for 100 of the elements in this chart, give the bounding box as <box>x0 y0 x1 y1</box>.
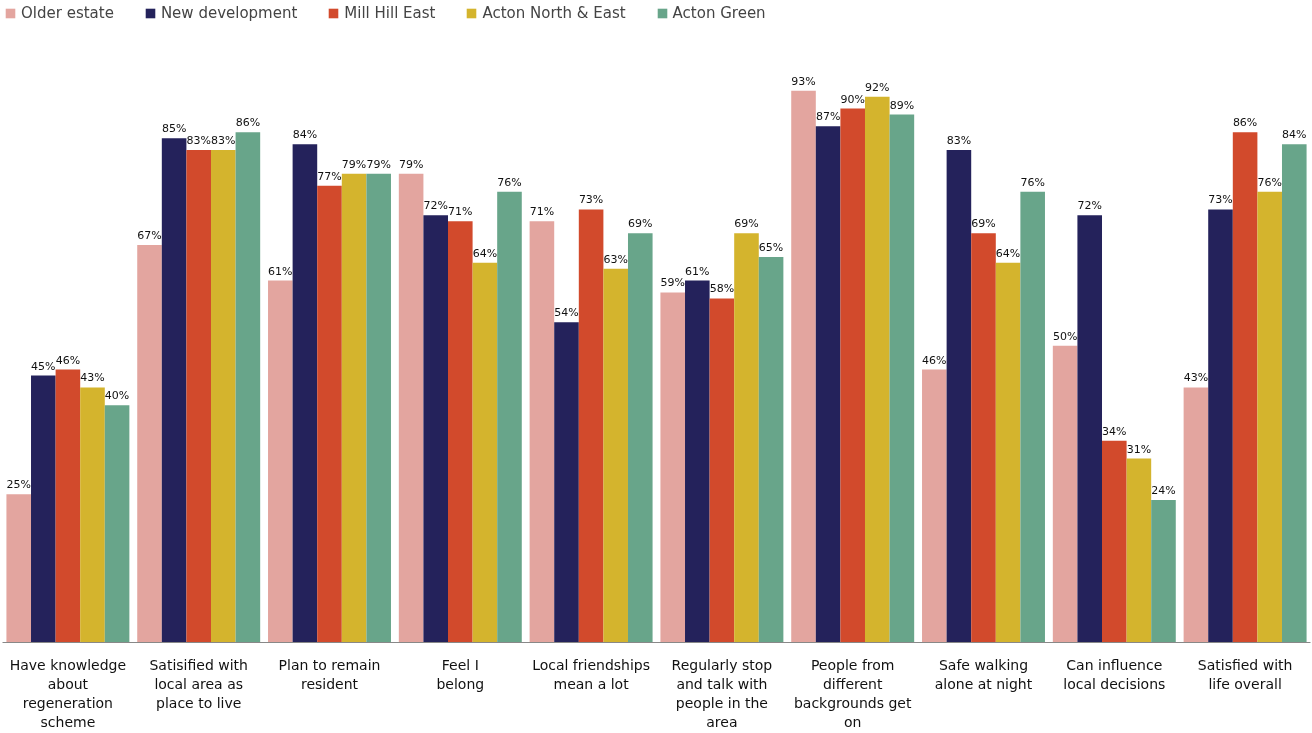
data-label: 58% <box>709 282 735 296</box>
data-label: 89% <box>889 98 915 112</box>
data-label: 65% <box>758 240 784 254</box>
bar <box>55 369 81 643</box>
bar <box>840 108 865 643</box>
x-tick-label: Feel I belong <box>436 656 485 692</box>
bar <box>995 262 1021 643</box>
data-label: 84% <box>292 128 318 142</box>
data-label: 87% <box>815 110 841 124</box>
data-label: 86% <box>235 116 261 130</box>
data-label: 72% <box>423 199 448 213</box>
bar <box>317 185 342 643</box>
data-label: 45% <box>31 359 56 373</box>
data-label: 54% <box>554 306 579 320</box>
bar <box>554 322 579 643</box>
data-label: 79% <box>398 157 424 171</box>
legend-label: Acton North & East <box>482 4 626 22</box>
data-label: 84% <box>1282 128 1307 142</box>
data-label: 83% <box>211 134 236 148</box>
data-label: 31% <box>1126 442 1152 456</box>
bar <box>292 144 318 643</box>
bar <box>235 132 261 643</box>
x-tick-label: Plan to remain resident <box>278 656 381 692</box>
bar <box>137 245 162 643</box>
bar <box>709 298 735 643</box>
data-label: 77% <box>317 169 342 183</box>
x-tick-label: Have knowledge about regeneration scheme <box>9 656 127 731</box>
data-label: 72% <box>1077 199 1102 213</box>
data-label: 61% <box>268 264 293 278</box>
data-label: 50% <box>1052 329 1078 343</box>
bar <box>865 96 890 643</box>
data-label: 76% <box>1257 175 1282 189</box>
data-label: 93% <box>791 74 816 88</box>
data-label: 69% <box>734 217 759 231</box>
legend-label: New development <box>160 4 298 22</box>
bar <box>472 262 498 643</box>
data-label: 71% <box>448 205 473 219</box>
bar <box>1281 144 1307 643</box>
bar <box>791 90 816 643</box>
bar <box>398 173 424 643</box>
bar <box>1020 191 1045 643</box>
data-label: 63% <box>603 252 628 266</box>
bar <box>6 494 32 643</box>
bar <box>1052 345 1078 643</box>
data-label: 46% <box>55 353 81 367</box>
legend-label: Acton Green <box>672 4 766 22</box>
data-label: 79% <box>341 157 367 171</box>
data-label: 73% <box>1208 193 1233 207</box>
data-label: 73% <box>578 193 604 207</box>
data-label: 43% <box>80 371 105 385</box>
data-label: 64% <box>995 246 1021 260</box>
bar <box>578 209 604 643</box>
bar <box>660 292 686 643</box>
bar <box>80 387 105 643</box>
data-label: 64% <box>472 246 498 260</box>
bar <box>1208 209 1233 643</box>
data-label: 25% <box>6 478 31 492</box>
data-label: 24% <box>1151 484 1176 498</box>
bar <box>1102 440 1127 643</box>
bar <box>341 173 367 643</box>
data-label: 71% <box>529 205 555 219</box>
data-label: 46% <box>922 353 947 367</box>
bar <box>211 150 236 643</box>
bar <box>1126 458 1152 643</box>
x-tick-label: Local friendships mean a lot <box>532 656 651 692</box>
data-label: 86% <box>1232 116 1258 130</box>
bar <box>758 256 784 643</box>
bar <box>161 138 187 643</box>
bar <box>366 173 391 643</box>
x-tick-label: Satisified with local area as place to live <box>149 656 248 711</box>
bar <box>889 114 915 643</box>
data-label: 92% <box>865 80 890 94</box>
bar <box>1232 132 1258 643</box>
bar <box>734 233 759 643</box>
data-label: 83% <box>946 134 972 148</box>
data-label: 85% <box>161 122 187 136</box>
bar <box>423 215 448 643</box>
x-tick-label: Can influence local decisions <box>1063 656 1166 692</box>
bar <box>448 221 473 643</box>
bar <box>922 369 947 643</box>
bar <box>685 280 710 643</box>
bar <box>946 150 972 643</box>
data-label: 76% <box>1020 175 1045 189</box>
data-label: 76% <box>497 175 522 189</box>
bar <box>1151 500 1176 643</box>
bar <box>815 126 841 643</box>
data-label: 43% <box>1183 371 1209 385</box>
data-label: 90% <box>840 92 865 106</box>
data-label: 40% <box>104 389 130 403</box>
bar <box>104 405 130 643</box>
bar <box>529 221 555 643</box>
bar <box>627 233 653 643</box>
bar <box>31 375 56 643</box>
x-tick-label: Satisfied with life overall <box>1197 656 1293 692</box>
data-label: 83% <box>186 134 211 148</box>
data-label: 59% <box>660 276 685 290</box>
bar <box>268 280 293 643</box>
x-tick-label: People from different backgrounds get on <box>793 656 912 731</box>
x-tick-label: Safe walking alone at night <box>934 656 1033 692</box>
data-label: 79% <box>366 157 391 171</box>
